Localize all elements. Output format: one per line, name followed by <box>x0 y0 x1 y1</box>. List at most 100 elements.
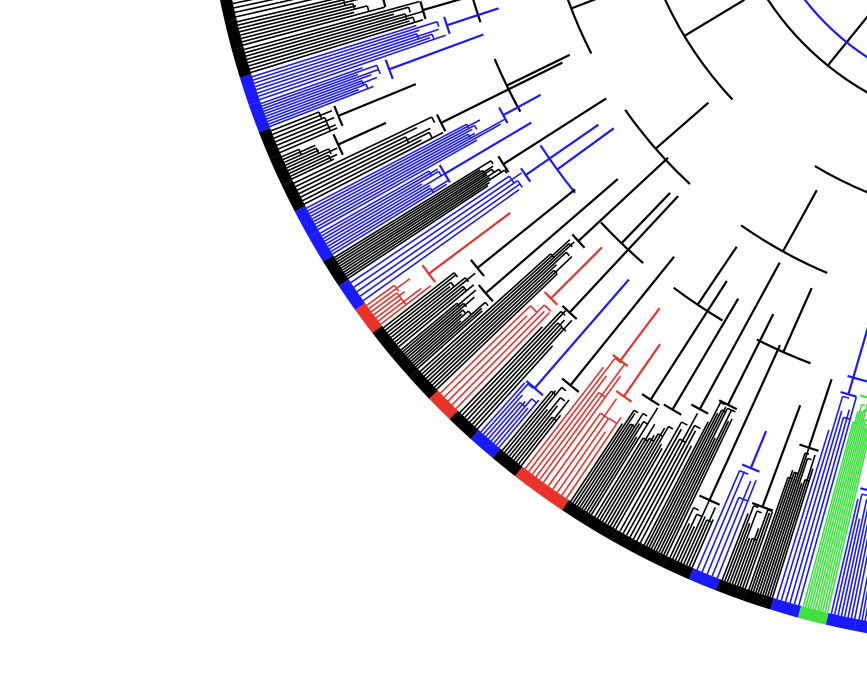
sub-clade-arc <box>681 421 688 426</box>
sub-clade-arc <box>600 412 609 420</box>
sub-clade-arc <box>412 16 416 23</box>
sub-clade-arc <box>326 123 332 132</box>
leaf-branch <box>487 401 521 440</box>
leaf-branch <box>403 302 465 355</box>
sub-clade-arc <box>561 326 567 332</box>
sub-clade-arc <box>404 13 408 20</box>
tip-band-segment <box>449 410 479 439</box>
leaf-branch <box>243 0 420 51</box>
sub-clade-arc <box>648 437 655 442</box>
sub-clade-arc <box>753 505 759 509</box>
leaf-branch <box>696 470 741 571</box>
tip-band-segment <box>825 612 857 631</box>
leaf-branch <box>330 179 450 253</box>
sub-clade-arc <box>428 132 433 139</box>
sub-clade-arc <box>365 83 369 89</box>
leaf-branch <box>764 482 803 596</box>
leaf-branch <box>528 357 616 472</box>
clade-stem <box>428 211 511 275</box>
leaf-branch <box>524 366 605 470</box>
backbone-arc <box>539 144 576 194</box>
leaf-branch <box>588 436 638 514</box>
leaf-branch <box>275 116 335 143</box>
leaf-branch <box>759 448 810 595</box>
sub-clade-arc <box>861 493 867 497</box>
leaf-branch <box>762 458 809 595</box>
leaf-branch <box>706 497 740 575</box>
tip-band-segment <box>742 589 774 610</box>
leaf-branch <box>615 447 663 530</box>
leaf-branch <box>821 428 867 612</box>
leaf-branch <box>311 133 469 220</box>
leaf-branch <box>373 291 406 316</box>
leaf-branch <box>579 423 635 508</box>
sub-clade-arc <box>679 438 686 444</box>
leaf-branch <box>302 139 422 202</box>
leaf-branch <box>789 417 845 604</box>
leaf-branch <box>816 419 867 611</box>
leaf-branch <box>819 423 867 612</box>
leaf-branch <box>259 34 446 101</box>
leaf-branch <box>586 421 645 513</box>
leaf-branch <box>273 116 326 139</box>
clade-stem <box>533 278 630 389</box>
leaf-branch <box>576 423 632 507</box>
sub-clade-arc <box>863 409 867 412</box>
leaf-branch <box>830 498 859 614</box>
sub-clade-arc <box>428 170 433 176</box>
leaf-branch <box>590 407 659 516</box>
sub-clade-arc <box>396 292 403 300</box>
leaf-branch <box>429 264 558 384</box>
sub-clade-arc <box>608 417 618 425</box>
leaf-branch <box>390 277 466 339</box>
leaf-branch <box>671 523 691 560</box>
leaf-branch <box>485 394 524 438</box>
clade-stem <box>550 246 603 300</box>
leaf-branch <box>316 123 501 228</box>
leaf-branch <box>419 253 552 373</box>
leaf-branch <box>242 6 385 46</box>
leaf-branch <box>451 310 545 406</box>
sub-clade-arc <box>668 425 674 430</box>
leaf-branch <box>503 390 557 453</box>
clade-stem <box>484 178 619 295</box>
sub-clade-arc <box>738 496 749 502</box>
leaf-branch <box>466 322 559 421</box>
clade-arc <box>860 487 867 491</box>
leaf-branch <box>461 310 562 416</box>
clade-stem <box>749 430 768 469</box>
leaf-branch <box>366 284 395 307</box>
sub-clade-arc <box>787 476 793 480</box>
tip-band-segment <box>561 500 593 526</box>
sub-clade-arc <box>450 281 455 288</box>
leaf-branch <box>347 185 489 280</box>
leaf-branch <box>413 301 486 366</box>
leaf-branch <box>407 309 464 359</box>
leaf-branch <box>236 0 334 23</box>
backbone-stem <box>826 15 867 67</box>
sub-clade-arc <box>756 510 762 514</box>
leaf-branch <box>480 382 526 433</box>
leaf-branch <box>282 144 316 161</box>
sub-clade-arc <box>429 187 434 193</box>
leaf-branch <box>469 319 566 423</box>
backbone-stem <box>654 101 710 150</box>
leaf-branch <box>750 469 794 591</box>
sub-clade-arc <box>504 118 509 124</box>
backbone-arc <box>493 58 522 113</box>
sub-clade-arc <box>298 148 303 156</box>
leaf-branch <box>343 176 491 273</box>
leaf-branch <box>561 431 606 496</box>
leaf-branch <box>298 127 431 195</box>
leaf-branch <box>415 307 483 368</box>
tip-band-segment <box>372 325 400 356</box>
leaf-branch <box>267 83 367 123</box>
leaf-branch <box>317 139 478 231</box>
leaf-branch <box>599 437 650 521</box>
clade-stem <box>649 280 728 401</box>
sub-clade-arc <box>456 302 461 308</box>
leaf-branch <box>736 528 760 587</box>
sub-clade-arc <box>467 133 472 139</box>
leaf-branch <box>539 364 625 481</box>
leaf-branch <box>498 399 540 449</box>
